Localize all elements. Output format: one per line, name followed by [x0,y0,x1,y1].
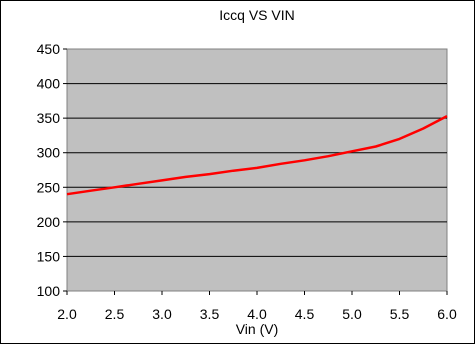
x-tick-label: 4.0 [247,306,267,322]
y-tick-label: 450 [37,41,61,57]
x-tick-label: 2.5 [105,306,125,322]
grid-lines [67,83,447,257]
x-tick-label: 5.0 [342,306,362,322]
series-group [66,114,448,196]
y-tick-label: 400 [37,76,61,92]
x-axis: 2.0 2.5 3.0 3.5 4.0 4.5 5.0 5.5 6.0 [57,291,457,322]
y-tick-label: 200 [37,214,61,230]
y-tick-label: 300 [37,145,61,161]
series-line-0 [66,114,448,196]
x-axis-label: Vin (V) [236,321,279,337]
x-tick-label: 5.5 [390,306,410,322]
y-tick-label: 150 [37,248,61,264]
x-tick-label: 3.5 [200,306,220,322]
x-tick-label: 6.0 [437,306,457,322]
x-tick-label: 4.5 [295,306,315,322]
plot-area [66,48,448,292]
y-tick-label: 100 [37,283,61,299]
y-tick-label: 250 [37,179,61,195]
x-tick-label: 2.0 [57,306,77,322]
x-tick-label: 3.0 [152,306,172,322]
y-tick-label: 350 [37,110,61,126]
y-axis: 100 150 200 250 300 350 400 450 [37,41,67,299]
chart-title: Iccq VS VIN [219,7,294,23]
